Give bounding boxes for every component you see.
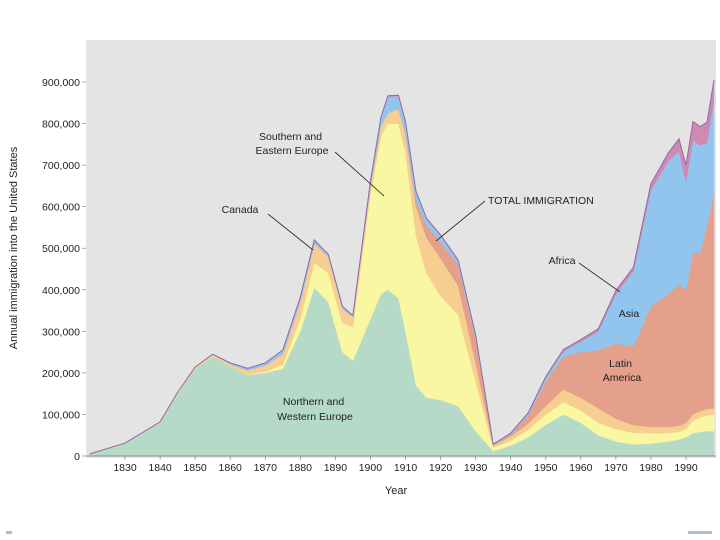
x-tick-label: 1900 [359, 462, 383, 474]
label-asia: Asia [619, 308, 640, 320]
y-tick-label: 800,000 [42, 119, 80, 131]
x-tick-label: 1840 [148, 462, 172, 474]
leader-canada [267, 213, 314, 251]
x-tick-label: 1930 [464, 462, 488, 474]
annotation-labels: Southern and Eastern Europe Canada TOTAL… [222, 131, 642, 423]
y-tick-label: 700,000 [42, 160, 80, 172]
x-axis: 1830 1840 1850 1860 1870 1880 1890 1900 1910 1920… [113, 456, 698, 474]
y-tick-label: 300,000 [42, 326, 80, 338]
x-axis-title: Year [385, 485, 408, 497]
label-southern-eastern-europe: Southern and Eastern Europe [256, 131, 329, 157]
y-tick-label: 200,000 [42, 368, 80, 380]
x-tick-label: 1960 [569, 462, 593, 474]
label-latin-america: Latin America [603, 358, 642, 384]
total-immigration-line [89, 79, 715, 455]
label-total-immigration: TOTAL IMMIGRATION [488, 195, 594, 207]
y-axis-title: Annual immigration into the United State… [8, 146, 20, 349]
y-tick-label: 100,000 [42, 409, 80, 421]
y-tick-label: 500,000 [42, 243, 80, 255]
x-tick-label: 1980 [639, 462, 663, 474]
x-tick-label: 1950 [534, 462, 558, 474]
x-tick-label: 1990 [674, 462, 698, 474]
x-tick-label: 1870 [254, 462, 278, 474]
leader-africa [578, 262, 621, 293]
x-tick-label: 1970 [604, 462, 628, 474]
x-tick-label: 1830 [113, 462, 137, 474]
x-tick-label: 1940 [499, 462, 523, 474]
x-tick-label: 1880 [289, 462, 313, 474]
y-axis: 0 100,000 200,000 300,000 400,000 500,000 600,… [42, 77, 86, 463]
label-canada: Canada [222, 204, 259, 216]
leader-southern-eastern [334, 151, 385, 197]
corner-mark-right [688, 531, 712, 534]
x-tick-label: 1920 [429, 462, 453, 474]
corner-mark-left [6, 531, 12, 534]
y-tick-label: 400,000 [42, 285, 80, 297]
x-tick-label: 1890 [324, 462, 348, 474]
annotation-leaders [267, 151, 621, 293]
y-tick-label: 900,000 [42, 77, 80, 89]
x-tick-label: 1860 [219, 462, 243, 474]
label-africa: Africa [549, 255, 576, 267]
x-tick-label: 1910 [394, 462, 418, 474]
leader-total [435, 200, 486, 242]
y-tick-label: 0 [74, 451, 80, 463]
label-northern-western-europe: Northern and Western Europe [277, 396, 353, 423]
y-tick-label: 600,000 [42, 202, 80, 214]
x-tick-label: 1850 [183, 462, 207, 474]
